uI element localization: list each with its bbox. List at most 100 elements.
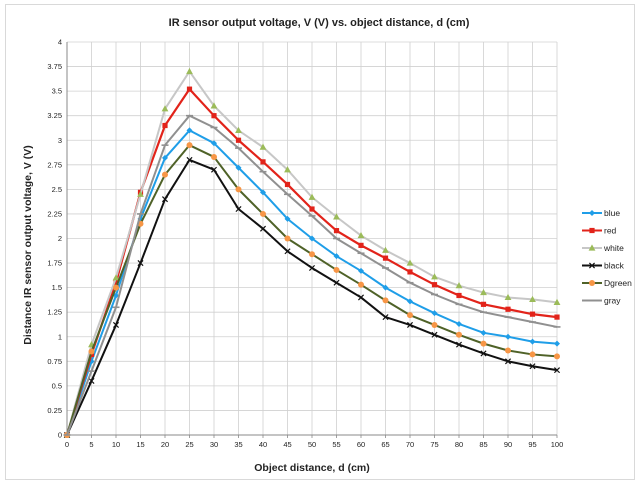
legend-label: white: [603, 243, 624, 253]
data-point: [162, 171, 168, 178]
x-tick-label: 60: [357, 440, 365, 449]
y-tick-label: 2.75: [47, 160, 62, 169]
legend-label: red: [604, 226, 617, 236]
data-point: [260, 189, 266, 196]
data-point: [589, 227, 595, 234]
data-point: [431, 331, 438, 338]
x-tick-label: 30: [210, 440, 218, 449]
y-tick-label: 0.5: [52, 381, 62, 390]
data-point: [480, 288, 487, 296]
data-point: [431, 273, 438, 280]
data-point: [137, 190, 144, 197]
data-point: [456, 331, 462, 338]
data-point: [554, 314, 560, 320]
data-point: [309, 235, 315, 242]
data-point: [358, 242, 364, 248]
series-black: [63, 156, 561, 439]
x-tick-label: 20: [161, 440, 169, 449]
data-point: [113, 280, 119, 286]
data-point: [88, 348, 95, 355]
y-tick-label: 1.25: [47, 308, 62, 317]
data-point: [259, 225, 267, 232]
data-point: [235, 137, 242, 143]
data-point: [260, 210, 266, 217]
data-point: [504, 293, 512, 301]
data-point: [235, 206, 242, 213]
data-point: [211, 153, 217, 160]
data-point: [554, 340, 560, 347]
x-tick-label: 65: [381, 440, 389, 449]
legend-label: Dgreen: [604, 278, 632, 288]
x-tick-label: 85: [479, 440, 487, 449]
data-point: [588, 262, 596, 269]
legend-item-Dgreen: Dgreen: [582, 278, 632, 288]
legend-label: black: [604, 261, 625, 271]
data-point: [480, 350, 487, 357]
data-point: [333, 213, 340, 220]
data-point: [553, 367, 561, 374]
x-tick-label: 95: [528, 440, 536, 449]
data-point: [407, 312, 413, 319]
data-point: [358, 267, 364, 274]
y-tick-label: 1.5: [52, 283, 62, 292]
x-tick-label: 100: [551, 440, 564, 449]
y-tick-label: 2.25: [47, 209, 62, 218]
data-point: [529, 338, 536, 345]
legend-label: blue: [604, 208, 620, 218]
data-point: [588, 244, 596, 251]
data-point: [308, 264, 316, 271]
chart-title: IR sensor output voltage, V (V) vs. obje…: [169, 17, 470, 29]
data-point: [406, 321, 414, 328]
data-point: [161, 105, 169, 112]
data-point: [382, 284, 389, 291]
x-tick-label: 50: [308, 440, 316, 449]
data-point: [357, 294, 365, 301]
y-axis-label: Distance IR sensor output voltage, V (V): [22, 145, 34, 345]
data-point: [382, 246, 389, 253]
data-point: [529, 351, 536, 358]
data-point: [431, 282, 438, 288]
data-point: [284, 181, 291, 188]
y-tick-label: 3.25: [47, 111, 62, 120]
data-point: [358, 281, 364, 288]
data-point: [382, 314, 389, 321]
data-point: [529, 363, 536, 370]
y-tick-label: 4: [58, 38, 62, 47]
data-point: [137, 260, 144, 267]
data-point: [480, 340, 487, 347]
data-point: [162, 154, 168, 161]
data-point: [505, 306, 511, 312]
data-point: [186, 156, 193, 163]
data-point: [284, 248, 291, 255]
data-point: [333, 228, 340, 234]
data-point: [284, 235, 291, 242]
data-point: [554, 353, 560, 360]
series-group: [63, 67, 561, 439]
legend-item-blue: blue: [582, 208, 620, 218]
data-point: [259, 143, 267, 150]
x-tick-label: 75: [430, 440, 438, 449]
data-point: [505, 347, 511, 354]
data-point: [162, 122, 168, 129]
y-tick-label: 0: [58, 431, 62, 440]
y-tick-label: 3.5: [52, 87, 62, 96]
data-point: [309, 206, 315, 212]
y-tick-label: 0.75: [47, 357, 62, 366]
x-tick-label: 45: [283, 440, 291, 449]
data-point: [309, 251, 315, 258]
data-point: [235, 186, 242, 193]
data-point: [186, 142, 193, 149]
data-point: [407, 298, 413, 305]
x-tick-label: 35: [234, 440, 242, 449]
data-point: [186, 86, 193, 92]
x-tick-label: 15: [136, 440, 144, 449]
axes: [66, 42, 558, 438]
y-tick-label: 0.25: [47, 406, 62, 415]
data-point: [456, 320, 462, 327]
data-point: [455, 341, 463, 348]
data-point: [406, 259, 414, 266]
data-point: [529, 311, 536, 317]
legend: blue red white black Dgreen gray: [582, 208, 632, 306]
data-point: [186, 67, 193, 75]
data-point: [431, 321, 438, 328]
